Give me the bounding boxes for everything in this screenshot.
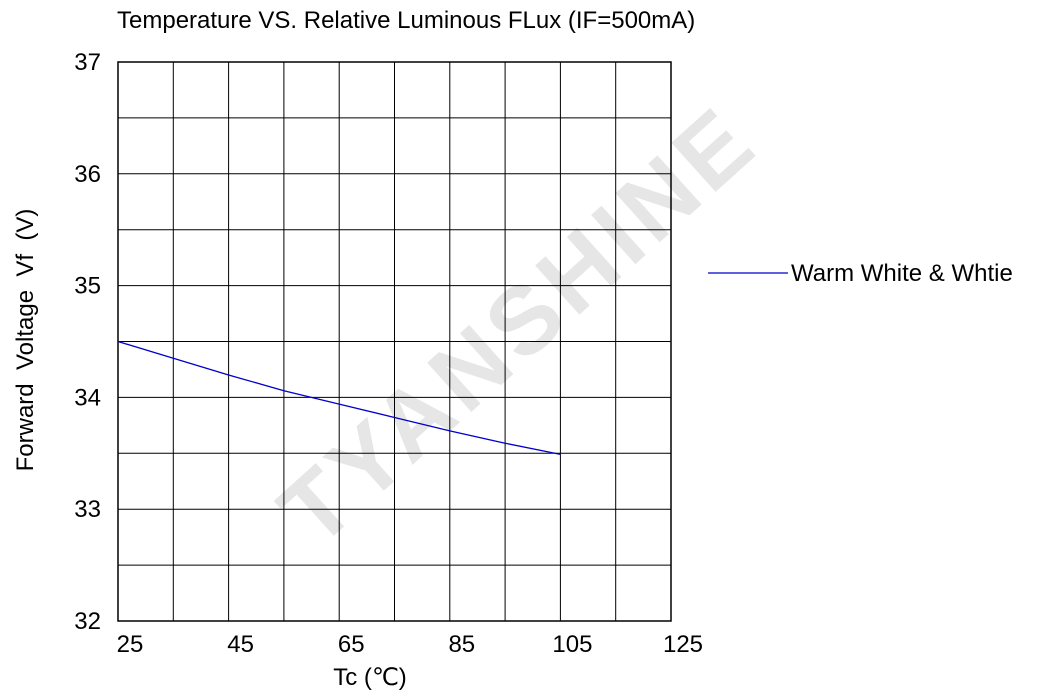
y-tick-label: 36 — [74, 161, 101, 188]
y-tick-label: 34 — [74, 384, 101, 411]
y-axis-label: Forward Voltage Vf (V) — [12, 209, 39, 472]
x-tick-label: 125 — [663, 631, 703, 658]
y-tick-label: 32 — [74, 608, 101, 635]
y-tick-label: 37 — [74, 49, 101, 76]
x-tick-label: 45 — [227, 631, 254, 658]
x-tick-label: 25 — [117, 631, 144, 658]
y-tick-labels: 32 33 34 35 36 37 — [74, 49, 101, 635]
legend: Warm White & Whtie — [708, 260, 1013, 287]
x-tick-label: 65 — [338, 631, 365, 658]
chart-title: Temperature VS. Relative Luminous FLux (… — [117, 7, 695, 34]
watermark: TYANSHINE — [260, 85, 777, 566]
legend-label: Warm White & Whtie — [791, 260, 1013, 287]
x-axis-label: Tc (℃) — [333, 664, 407, 691]
series-line — [117, 340, 561, 456]
y-tick-label: 35 — [74, 273, 101, 300]
y-tick-label: 33 — [74, 496, 101, 523]
x-tick-label: 105 — [552, 631, 592, 658]
x-tick-labels: 25 45 65 85 105 125 — [117, 631, 703, 658]
grid — [118, 62, 671, 621]
series-layer — [117, 340, 561, 456]
watermark-text: TYANSHINE — [260, 85, 777, 566]
x-tick-label: 85 — [448, 631, 475, 658]
